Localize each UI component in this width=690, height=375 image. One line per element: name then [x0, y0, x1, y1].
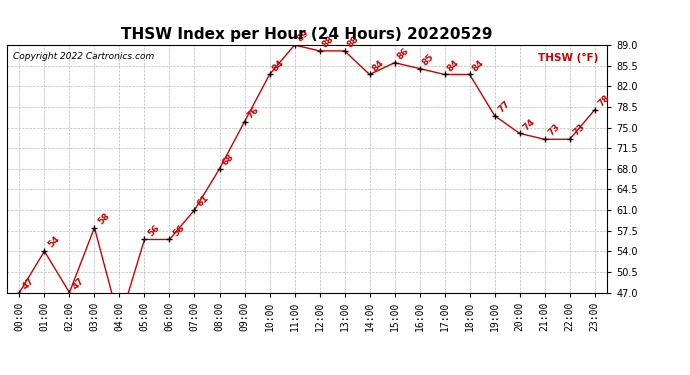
Text: 47: 47	[21, 276, 36, 291]
Text: 73: 73	[546, 123, 562, 138]
Text: THSW (°F): THSW (°F)	[538, 53, 598, 63]
Text: 86: 86	[396, 46, 411, 61]
Text: 78: 78	[596, 93, 611, 108]
Text: 58: 58	[96, 211, 111, 226]
Text: 84: 84	[471, 58, 486, 73]
Text: 61: 61	[196, 194, 211, 208]
Text: 84: 84	[271, 58, 286, 73]
Text: 84: 84	[371, 58, 386, 73]
Title: THSW Index per Hour (24 Hours) 20220529: THSW Index per Hour (24 Hours) 20220529	[121, 27, 493, 42]
Text: 88: 88	[346, 34, 361, 50]
Text: 47: 47	[71, 276, 86, 291]
Text: 56: 56	[171, 223, 186, 238]
Text: 73: 73	[571, 123, 586, 138]
Text: 89: 89	[296, 28, 311, 44]
Text: 74: 74	[521, 117, 536, 132]
Text: 88: 88	[321, 34, 336, 50]
Text: 84: 84	[446, 58, 462, 73]
Text: 76: 76	[246, 105, 262, 120]
Text: 68: 68	[221, 152, 236, 167]
Text: Copyright 2022 Cartronics.com: Copyright 2022 Cartronics.com	[13, 53, 154, 62]
Text: 42: 42	[0, 374, 1, 375]
Text: 54: 54	[46, 235, 61, 250]
Text: 56: 56	[146, 223, 161, 238]
Text: 85: 85	[421, 52, 436, 67]
Text: 77: 77	[496, 99, 511, 114]
